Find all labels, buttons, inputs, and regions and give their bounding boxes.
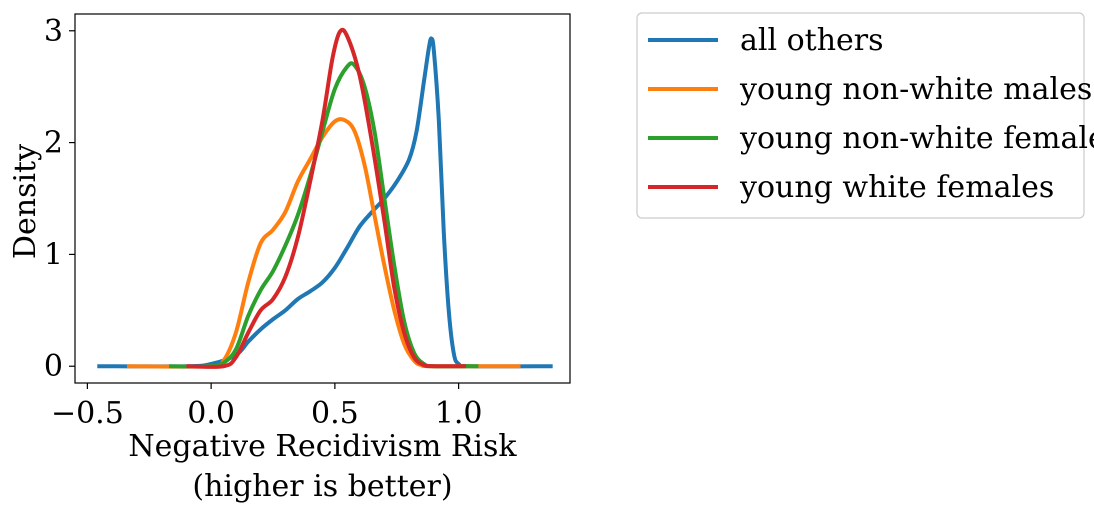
x-axis-title-line-1: Negative Recidivism Risk bbox=[128, 429, 517, 464]
x-tick-label: 0.0 bbox=[187, 396, 235, 431]
legend-label: young white females bbox=[739, 170, 1054, 205]
series-line-young-non-white-females bbox=[169, 61, 479, 369]
legend-label: young non-white males bbox=[739, 72, 1092, 107]
x-tick-label: 0.5 bbox=[311, 396, 359, 431]
y-tick-label: 2 bbox=[44, 126, 63, 161]
series-line-young-white-females bbox=[186, 27, 467, 369]
legend-box bbox=[636, 12, 1085, 219]
legend: all others young non-white males young non… bbox=[636, 12, 1094, 219]
y-tick-label: 0 bbox=[44, 349, 63, 384]
y-tick-label: 3 bbox=[44, 14, 63, 49]
x-axis-title-line-2: (higher is better) bbox=[192, 469, 452, 504]
x-tick-label: 1.0 bbox=[435, 396, 483, 431]
series-line-all-others bbox=[97, 36, 553, 369]
legend-label: young non-white females bbox=[739, 121, 1094, 156]
plot-area bbox=[97, 27, 553, 369]
y-axis-title: Density bbox=[8, 144, 43, 259]
y-axis: 0 1 2 3 bbox=[44, 14, 75, 384]
y-tick-label: 1 bbox=[44, 237, 63, 272]
plot-frame bbox=[74, 13, 571, 384]
x-tick-label: −0.5 bbox=[51, 396, 124, 431]
x-axis: −0.5 0.0 0.5 1.0 bbox=[51, 383, 483, 431]
series-line-young-non-white-males bbox=[126, 117, 521, 369]
legend-label: all others bbox=[740, 23, 884, 58]
